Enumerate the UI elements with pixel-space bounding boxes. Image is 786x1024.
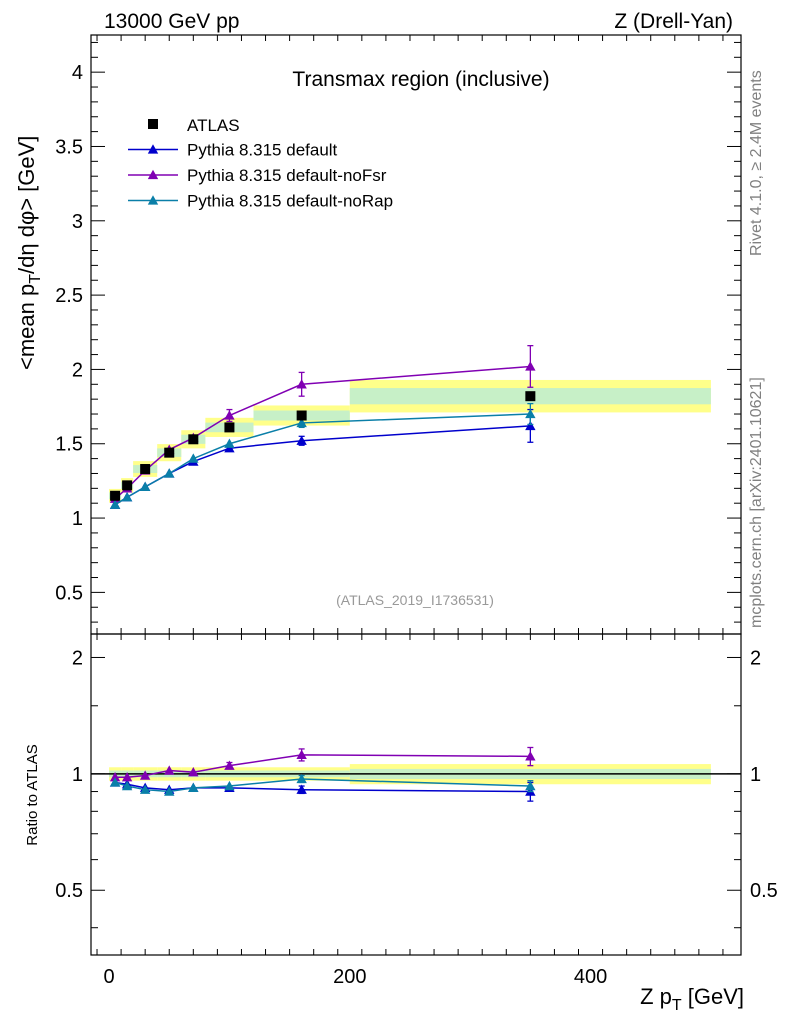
mcplots-label: mcplots.cern.ch [arXiv:2401.10621] bbox=[748, 377, 765, 628]
y-tick-label: 3.5 bbox=[55, 136, 83, 158]
legend-marker bbox=[147, 144, 159, 154]
ratio-tick-label-right: 1 bbox=[750, 764, 761, 786]
ratio-series-marker bbox=[224, 780, 235, 791]
chart-title: Transmax region (inclusive) bbox=[292, 68, 549, 91]
series-marker bbox=[224, 438, 235, 448]
series-marker bbox=[296, 379, 307, 389]
data-point bbox=[140, 464, 151, 475]
ratio-y-axis-label: Ratio to ATLAS bbox=[24, 744, 41, 845]
main-panel-bands bbox=[109, 379, 711, 503]
ratio-tick-label-right: 0.5 bbox=[750, 880, 778, 902]
ratio-series-marker bbox=[121, 780, 133, 791]
data-point bbox=[164, 447, 175, 458]
x-tick-label: 200 bbox=[333, 966, 366, 988]
series-marker bbox=[109, 499, 121, 509]
y-tick-label: 1.5 bbox=[55, 434, 83, 456]
ratio-series-marker bbox=[164, 765, 175, 775]
ratio-series-marker bbox=[139, 770, 151, 780]
ratio-series-marker bbox=[109, 772, 121, 782]
legend-marker bbox=[147, 169, 159, 180]
series-marker bbox=[525, 420, 536, 431]
series-marker bbox=[121, 492, 133, 502]
legend-marker bbox=[147, 195, 159, 205]
ratio-series-marker bbox=[188, 782, 199, 793]
legend-label: Pythia 8.315 default-noFsr bbox=[187, 166, 387, 185]
series-marker bbox=[296, 435, 307, 445]
series-marker bbox=[224, 410, 235, 420]
data-point bbox=[110, 490, 121, 501]
data-point bbox=[122, 480, 133, 491]
y-tick-label: 3 bbox=[72, 211, 83, 233]
y-axis-label: <mean pT/dη dφ> [GeV] bbox=[14, 136, 44, 370]
x-tick-label: 0 bbox=[103, 966, 114, 988]
ratio-series-marker bbox=[296, 749, 307, 759]
ratio-panel-frame bbox=[90, 633, 742, 956]
ratio-series-marker bbox=[139, 784, 151, 794]
ratio-series-marker bbox=[296, 784, 307, 794]
y-tick-label: 0.5 bbox=[55, 582, 83, 604]
rivet-version-label: Rivet 4.1.0, ≥ 2.4M events bbox=[748, 70, 765, 256]
process-label: Z (Drell-Yan) bbox=[614, 10, 733, 33]
data-point bbox=[188, 434, 199, 445]
series-marker bbox=[164, 468, 175, 478]
ratio-series-marker bbox=[296, 773, 307, 784]
ratio-series-marker bbox=[109, 777, 121, 787]
legend-marker-atlas bbox=[148, 119, 158, 129]
ratio-series-marker bbox=[525, 751, 536, 761]
ratio-tick-label-right: 2 bbox=[750, 647, 761, 669]
y-tick-label: 2.5 bbox=[55, 285, 83, 307]
ratio-panel-axes: 0 200 400 0.5 0.5 1 1 2 2 bbox=[55, 633, 778, 988]
y-tick-label: 4 bbox=[72, 62, 83, 84]
main-panel-axes: 0.5 1 1.5 2 2.5 3 3.5 4 bbox=[55, 34, 742, 635]
ratio-series-marker bbox=[164, 786, 175, 796]
ratio-tick-label-left: 2 bbox=[72, 647, 83, 669]
series-line bbox=[114, 413, 531, 506]
main-panel-series bbox=[109, 344, 536, 509]
ratio-series-marker bbox=[525, 780, 536, 791]
series-line bbox=[114, 425, 531, 506]
series-marker bbox=[139, 481, 151, 492]
data-point bbox=[224, 422, 235, 433]
y-tick-label: 2 bbox=[72, 359, 83, 381]
series-marker bbox=[188, 453, 199, 463]
ratio-tick-label-left: 1 bbox=[72, 764, 83, 786]
series-marker bbox=[525, 408, 536, 419]
x-tick-label: 400 bbox=[574, 966, 607, 988]
legend-label: Pythia 8.315 default-noRap bbox=[187, 192, 393, 211]
ratio-series-marker bbox=[188, 766, 199, 777]
ratio-tick-label-left: 0.5 bbox=[55, 880, 83, 902]
legend-label: Pythia 8.315 default bbox=[187, 141, 338, 160]
data-point bbox=[525, 391, 536, 402]
legend: ATLAS Pythia 8.315 default Pythia 8.315 de… bbox=[128, 116, 393, 211]
y-tick-label: 1 bbox=[72, 508, 83, 530]
energy-label: 13000 GeV pp bbox=[104, 10, 239, 33]
series-marker bbox=[525, 361, 536, 371]
data-point bbox=[296, 410, 307, 421]
analysis-watermark: (ATLAS_2019_I1736531) bbox=[336, 592, 494, 608]
ratio-series-line bbox=[115, 754, 531, 778]
ratio-series-marker bbox=[224, 760, 235, 770]
ratio-series-marker bbox=[121, 772, 133, 782]
x-axis-label: Z pT [GeV] bbox=[640, 984, 744, 1014]
ratio-panel-series bbox=[109, 746, 536, 802]
legend-label-atlas: ATLAS bbox=[187, 116, 240, 135]
series-marker bbox=[296, 417, 307, 428]
